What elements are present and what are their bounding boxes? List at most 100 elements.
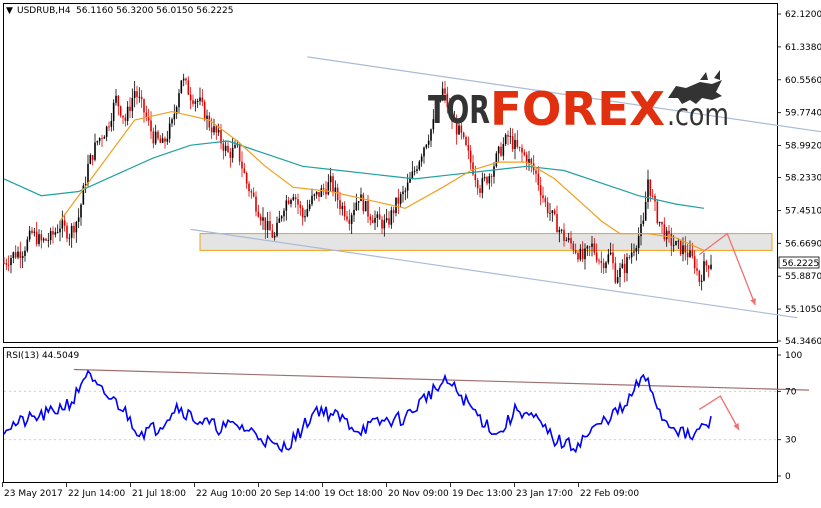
candle (556, 205, 558, 233)
candle (348, 209, 351, 231)
candle (670, 227, 673, 257)
candle (157, 129, 159, 141)
candle (138, 87, 141, 103)
candle (234, 140, 236, 149)
candle (276, 216, 278, 238)
candle (336, 183, 339, 209)
candle (117, 94, 120, 116)
candle (38, 229, 40, 247)
candle (252, 187, 255, 198)
candle (304, 209, 306, 222)
candle (357, 200, 360, 211)
price-tick-label: 62.1200 (785, 10, 821, 20)
candle (245, 171, 248, 189)
candle (495, 151, 498, 168)
candle (490, 173, 493, 187)
date-tick-label: 19 Oct 18:00 (324, 489, 383, 499)
candle (537, 166, 540, 191)
candle (528, 150, 530, 171)
candle (82, 182, 85, 205)
candle (259, 213, 262, 226)
candle (355, 193, 358, 212)
candle (476, 177, 479, 195)
candle (542, 186, 544, 203)
candle (635, 245, 638, 261)
chart-menu-triangle-icon[interactable]: ▼ (6, 6, 13, 16)
candle (427, 134, 430, 149)
candle (89, 153, 92, 165)
candle (563, 223, 565, 247)
candle (178, 88, 180, 113)
logo-dotcom: .com (667, 98, 729, 133)
candle (187, 76, 190, 95)
candle (560, 228, 563, 234)
candle (12, 251, 15, 264)
current-price-marker: 56.2225 (778, 256, 820, 269)
candle (42, 237, 45, 243)
candle (390, 206, 393, 229)
candle (5, 258, 8, 271)
candle (283, 207, 285, 222)
candle (413, 166, 416, 176)
rsi-tick-label: 0 (785, 472, 791, 482)
candle (45, 237, 47, 242)
candle (255, 191, 257, 217)
candle (469, 145, 472, 170)
candle (707, 264, 710, 278)
candle (122, 115, 124, 124)
candle (346, 210, 348, 223)
candle (61, 210, 64, 238)
rsi-forecast-arrow (698, 395, 740, 431)
candle (203, 99, 206, 122)
candle (33, 227, 36, 237)
candle (115, 89, 117, 106)
candle (584, 243, 586, 270)
channel-upper-line (307, 56, 821, 133)
candle (329, 167, 332, 193)
candle (546, 197, 549, 218)
price-tick-label: 54.3460 (785, 337, 821, 347)
candle (224, 140, 227, 157)
candle (605, 260, 607, 274)
candle (633, 243, 635, 257)
candle (271, 223, 274, 239)
current-price-label: 56.2225 (782, 259, 819, 269)
candle (591, 235, 593, 257)
candle (145, 105, 148, 122)
candle (164, 136, 166, 149)
candle (504, 133, 507, 147)
candle (292, 193, 295, 201)
candle (619, 262, 621, 288)
candle (325, 181, 327, 199)
candle (514, 133, 516, 160)
candle (518, 146, 521, 152)
candle (700, 274, 703, 291)
price-tick-label: 58.9920 (785, 142, 821, 152)
candle (479, 185, 481, 198)
candle (451, 99, 453, 130)
candle (420, 153, 423, 167)
rsi-panel-frame (3, 347, 778, 483)
candle (143, 98, 145, 123)
candle (313, 193, 316, 201)
candle (609, 242, 612, 256)
candle (661, 221, 663, 234)
candle (17, 246, 19, 260)
moving-average-fast (59, 110, 705, 251)
candle (425, 143, 428, 150)
price-tick-label: 61.3380 (785, 43, 821, 53)
candle (376, 211, 379, 228)
candle (411, 161, 414, 180)
price-tick-label: 56.6690 (785, 239, 821, 249)
candle (630, 243, 633, 264)
candle (686, 244, 689, 265)
candle (47, 232, 50, 248)
rsi-tick-label: 70 (785, 387, 797, 397)
time-axis: 23 May 2017 22 Jun 14:00 21 Jul 18:00 22 Au… (2, 482, 639, 499)
candle (103, 135, 106, 139)
price-panel-frame (3, 3, 778, 343)
candle (35, 221, 38, 247)
candle (374, 210, 376, 231)
candle (502, 137, 505, 161)
